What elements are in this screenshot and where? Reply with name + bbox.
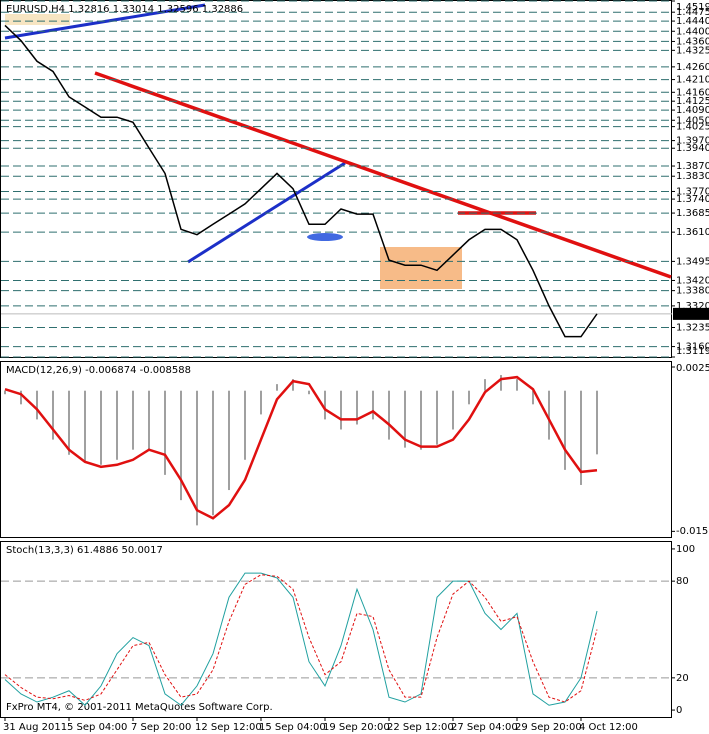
x-tick-label: 19 Sep 20:00 bbox=[323, 722, 390, 733]
y-tick-label: 1.41600 bbox=[676, 87, 709, 98]
x-tick-label: 7 Sep 20:00 bbox=[131, 722, 191, 733]
signal-line bbox=[4, 375, 598, 520]
y-tick-label: 1.33200 bbox=[676, 301, 709, 312]
y-tick-label: 1.43250 bbox=[676, 45, 709, 56]
y-tick-label: 1.34950 bbox=[676, 256, 709, 267]
x-tick-label: 15 Sep 04:00 bbox=[259, 722, 326, 733]
x-tick-label: 29 Sep 20:00 bbox=[515, 722, 582, 733]
trend-line bbox=[94, 71, 672, 279]
y-tick-label: 1.34200 bbox=[676, 275, 709, 286]
current-price-label: 1.32886 bbox=[676, 309, 709, 320]
chart-title: Stoch(13,3,3) 61.4886 50.0017 bbox=[6, 545, 163, 556]
y-tick-label: 0.00256 bbox=[676, 363, 709, 374]
footer: FxPro MT4, © 2001-2011 MetaQuotes Softwa… bbox=[6, 702, 273, 713]
y-tick-label: 1.43600 bbox=[676, 36, 709, 47]
y-tick-label: 1.38300 bbox=[676, 171, 709, 182]
y-tick-label: 1.37400 bbox=[676, 194, 709, 205]
y-tick-label: 1.44400 bbox=[676, 16, 709, 27]
chart-title: EURUSD,H4 1.32816 1.33014 1.32596 1.3288… bbox=[6, 4, 243, 15]
y-tick-label: 0 bbox=[676, 705, 682, 716]
y-tick-label: 1.31600 bbox=[676, 342, 709, 353]
y-tick-label: 1.40900 bbox=[676, 105, 709, 116]
y-tick-label: 1.42600 bbox=[676, 62, 709, 73]
price-panel bbox=[0, 0, 672, 358]
y-tick-label: 1.44000 bbox=[676, 26, 709, 37]
y-tick-label: 1.39400 bbox=[676, 143, 709, 154]
y-tick-label: 1.32350 bbox=[676, 323, 709, 334]
x-tick-label: 12 Sep 12:00 bbox=[195, 722, 262, 733]
current-price-box bbox=[673, 307, 709, 320]
y-tick-label: 1.37700 bbox=[676, 186, 709, 197]
y-tick-label: 1.42100 bbox=[676, 75, 709, 86]
y-tick-label: 1.41250 bbox=[676, 96, 709, 107]
marker-ellipse bbox=[307, 233, 343, 241]
highlight-box bbox=[5, 14, 70, 25]
signal-line bbox=[4, 574, 598, 703]
y-tick-label: 1.44750 bbox=[676, 7, 709, 18]
y-tick-label: 1.40250 bbox=[676, 122, 709, 133]
y-tick-label: 1.39700 bbox=[676, 136, 709, 147]
y-tick-label: 1.36100 bbox=[676, 227, 709, 238]
macd-panel bbox=[0, 361, 672, 538]
y-tick-label: 1.38700 bbox=[676, 161, 709, 172]
trend-line bbox=[187, 161, 346, 264]
x-tick-label: 22 Sep 12:00 bbox=[387, 722, 454, 733]
y-tick-label: 1.31190 bbox=[676, 346, 709, 357]
y-tick-label: 1.33800 bbox=[676, 286, 709, 297]
y-tick-label: -0.01519 bbox=[676, 526, 709, 537]
x-tick-label: 31 Aug 2011 bbox=[3, 722, 67, 733]
y-tick-label: 1.45190 bbox=[676, 2, 709, 13]
y-tick-label: 80 bbox=[676, 576, 689, 587]
y-tick-label: 20 bbox=[676, 673, 689, 684]
y-tick-label: 1.40500 bbox=[676, 115, 709, 126]
chart-title: MACD(12,26,9) -0.006874 -0.008588 bbox=[6, 365, 191, 376]
x-tick-label: 4 Oct 12:00 bbox=[579, 722, 638, 733]
y-tick-label: 100 bbox=[676, 544, 695, 555]
range-box bbox=[380, 247, 462, 289]
x-tick-label: 27 Sep 04:00 bbox=[451, 722, 518, 733]
line bbox=[4, 572, 598, 706]
x-tick-label: 5 Sep 04:00 bbox=[67, 722, 127, 733]
stoch-panel bbox=[0, 541, 672, 718]
y-tick-label: 1.36850 bbox=[676, 208, 709, 219]
line bbox=[4, 24, 598, 338]
